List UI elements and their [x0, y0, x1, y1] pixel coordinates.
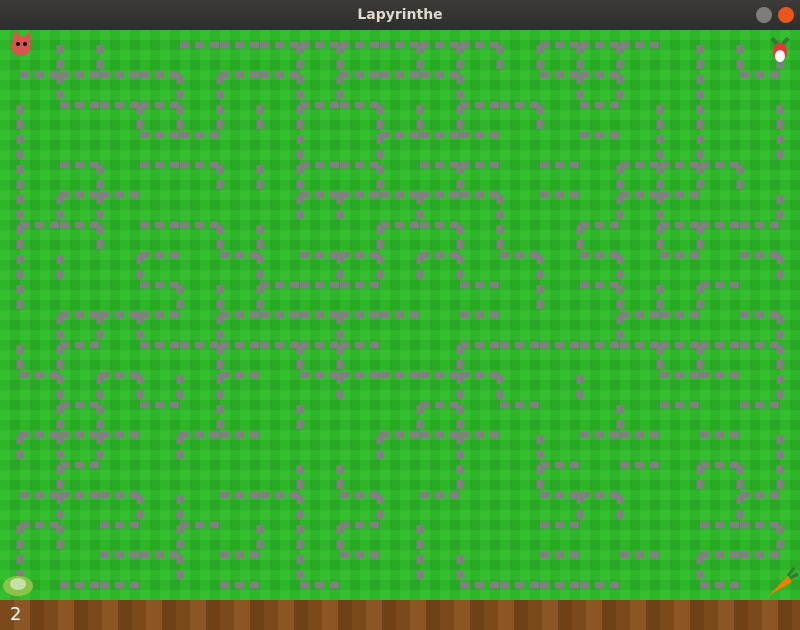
- player-cat: [11, 30, 31, 56]
- close-button[interactable]: [778, 7, 794, 23]
- window-title: Lapyrinthe: [357, 7, 443, 23]
- status-bar: 2: [0, 600, 800, 630]
- radish: [770, 36, 790, 62]
- carrot: [768, 567, 799, 596]
- maze: [0, 30, 800, 600]
- score: 2: [10, 604, 22, 625]
- lettuce: [3, 576, 33, 596]
- title-bar: Lapyrinthe: [0, 0, 800, 30]
- minimize-button[interactable]: [756, 7, 772, 23]
